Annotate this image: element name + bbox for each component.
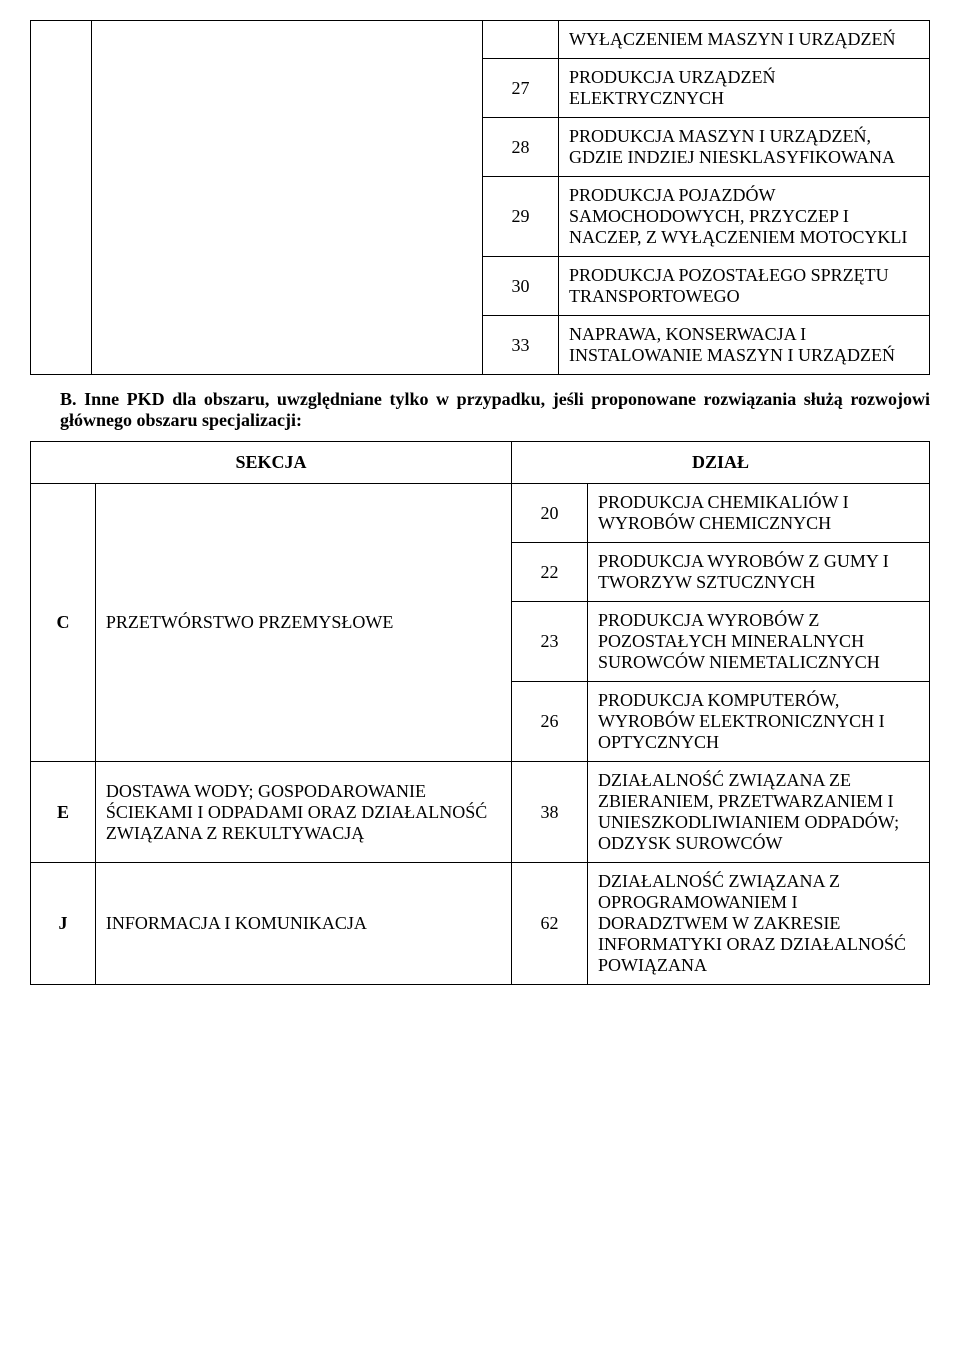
group-c-desc-0: PRODUKCJA CHEMIKALIÓW I WYROBÓW CHEMICZN… — [588, 484, 930, 543]
group-e-letter: E — [31, 762, 96, 863]
group-c-row-0: C PRZETWÓRSTWO PRZEMYSŁOWE 20 PRODUKCJA … — [31, 484, 930, 543]
group-j-row-0: J INFORMACJA I KOMUNIKACJA 62 DZIAŁALNOŚ… — [31, 863, 930, 985]
group-c-code-0: 20 — [512, 484, 588, 543]
group-j-code-0: 62 — [512, 863, 588, 985]
group-j-section: INFORMACJA I KOMUNIKACJA — [95, 863, 511, 985]
top-code-0 — [483, 21, 559, 59]
top-desc-2: PRODUKCJA MASZYN I URZĄDZEŃ, GDZIE INDZI… — [559, 118, 930, 177]
top-row-0: WYŁĄCZENIEM MASZYN I URZĄDZEŃ — [31, 21, 930, 59]
group-c-section: PRZETWÓRSTWO PRZEMYSŁOWE — [95, 484, 511, 762]
group-e-row-0: E DOSTAWA WODY; GOSPODAROWANIE ŚCIEKAMI … — [31, 762, 930, 863]
group-c-code-2: 23 — [512, 602, 588, 682]
section-b-text: Inne PKD dla obszaru, uwzględniane tylko… — [60, 389, 930, 430]
group-e-desc-0: DZIAŁALNOŚĆ ZWIĄZANA ZE ZBIERANIEM, PRZE… — [588, 762, 930, 863]
top-code-4: 30 — [483, 257, 559, 316]
top-desc-0: WYŁĄCZENIEM MASZYN I URZĄDZEŃ — [559, 21, 930, 59]
group-c-desc-2: PRODUKCJA WYROBÓW Z POZOSTAŁYCH MINERALN… — [588, 602, 930, 682]
top-code-2: 28 — [483, 118, 559, 177]
top-desc-5: NAPRAWA, KONSERWACJA I INSTALOWANIE MASZ… — [559, 316, 930, 375]
header-sekcja: SEKCJA — [31, 442, 512, 484]
group-e-code-0: 38 — [512, 762, 588, 863]
top-code-3: 29 — [483, 177, 559, 257]
top-code-1: 27 — [483, 59, 559, 118]
group-j-letter: J — [31, 863, 96, 985]
header-row: SEKCJA DZIAŁ — [31, 442, 930, 484]
header-dzial: DZIAŁ — [512, 442, 930, 484]
top-stub-2 — [92, 21, 483, 375]
group-c-code-3: 26 — [512, 682, 588, 762]
section-b: B. Inne PKD dla obszaru, uwzględniane ty… — [60, 389, 930, 431]
top-desc-1: PRODUKCJA URZĄDZEŃ ELEKTRYCZNYCH — [559, 59, 930, 118]
top-stub-1 — [31, 21, 92, 375]
bottom-table: SEKCJA DZIAŁ C PRZETWÓRSTWO PRZEMYSŁOWE … — [30, 441, 930, 985]
group-c-code-1: 22 — [512, 543, 588, 602]
top-code-5: 33 — [483, 316, 559, 375]
group-c-desc-1: PRODUKCJA WYROBÓW Z GUMY I TWORZYW SZTUC… — [588, 543, 930, 602]
top-desc-4: PRODUKCJA POZOSTAŁEGO SPRZĘTU TRANSPORTO… — [559, 257, 930, 316]
group-c-desc-3: PRODUKCJA KOMPUTERÓW, WYROBÓW ELEKTRONIC… — [588, 682, 930, 762]
group-c-letter: C — [31, 484, 96, 762]
top-table: WYŁĄCZENIEM MASZYN I URZĄDZEŃ 27 PRODUKC… — [30, 20, 930, 375]
group-e-section: DOSTAWA WODY; GOSPODAROWANIE ŚCIEKAMI I … — [95, 762, 511, 863]
group-j-desc-0: DZIAŁALNOŚĆ ZWIĄZANA Z OPROGRAMOWANIEM I… — [588, 863, 930, 985]
top-desc-3: PRODUKCJA POJAZDÓW SAMOCHODOWYCH, PRZYCZ… — [559, 177, 930, 257]
section-b-label: B. — [60, 389, 77, 409]
